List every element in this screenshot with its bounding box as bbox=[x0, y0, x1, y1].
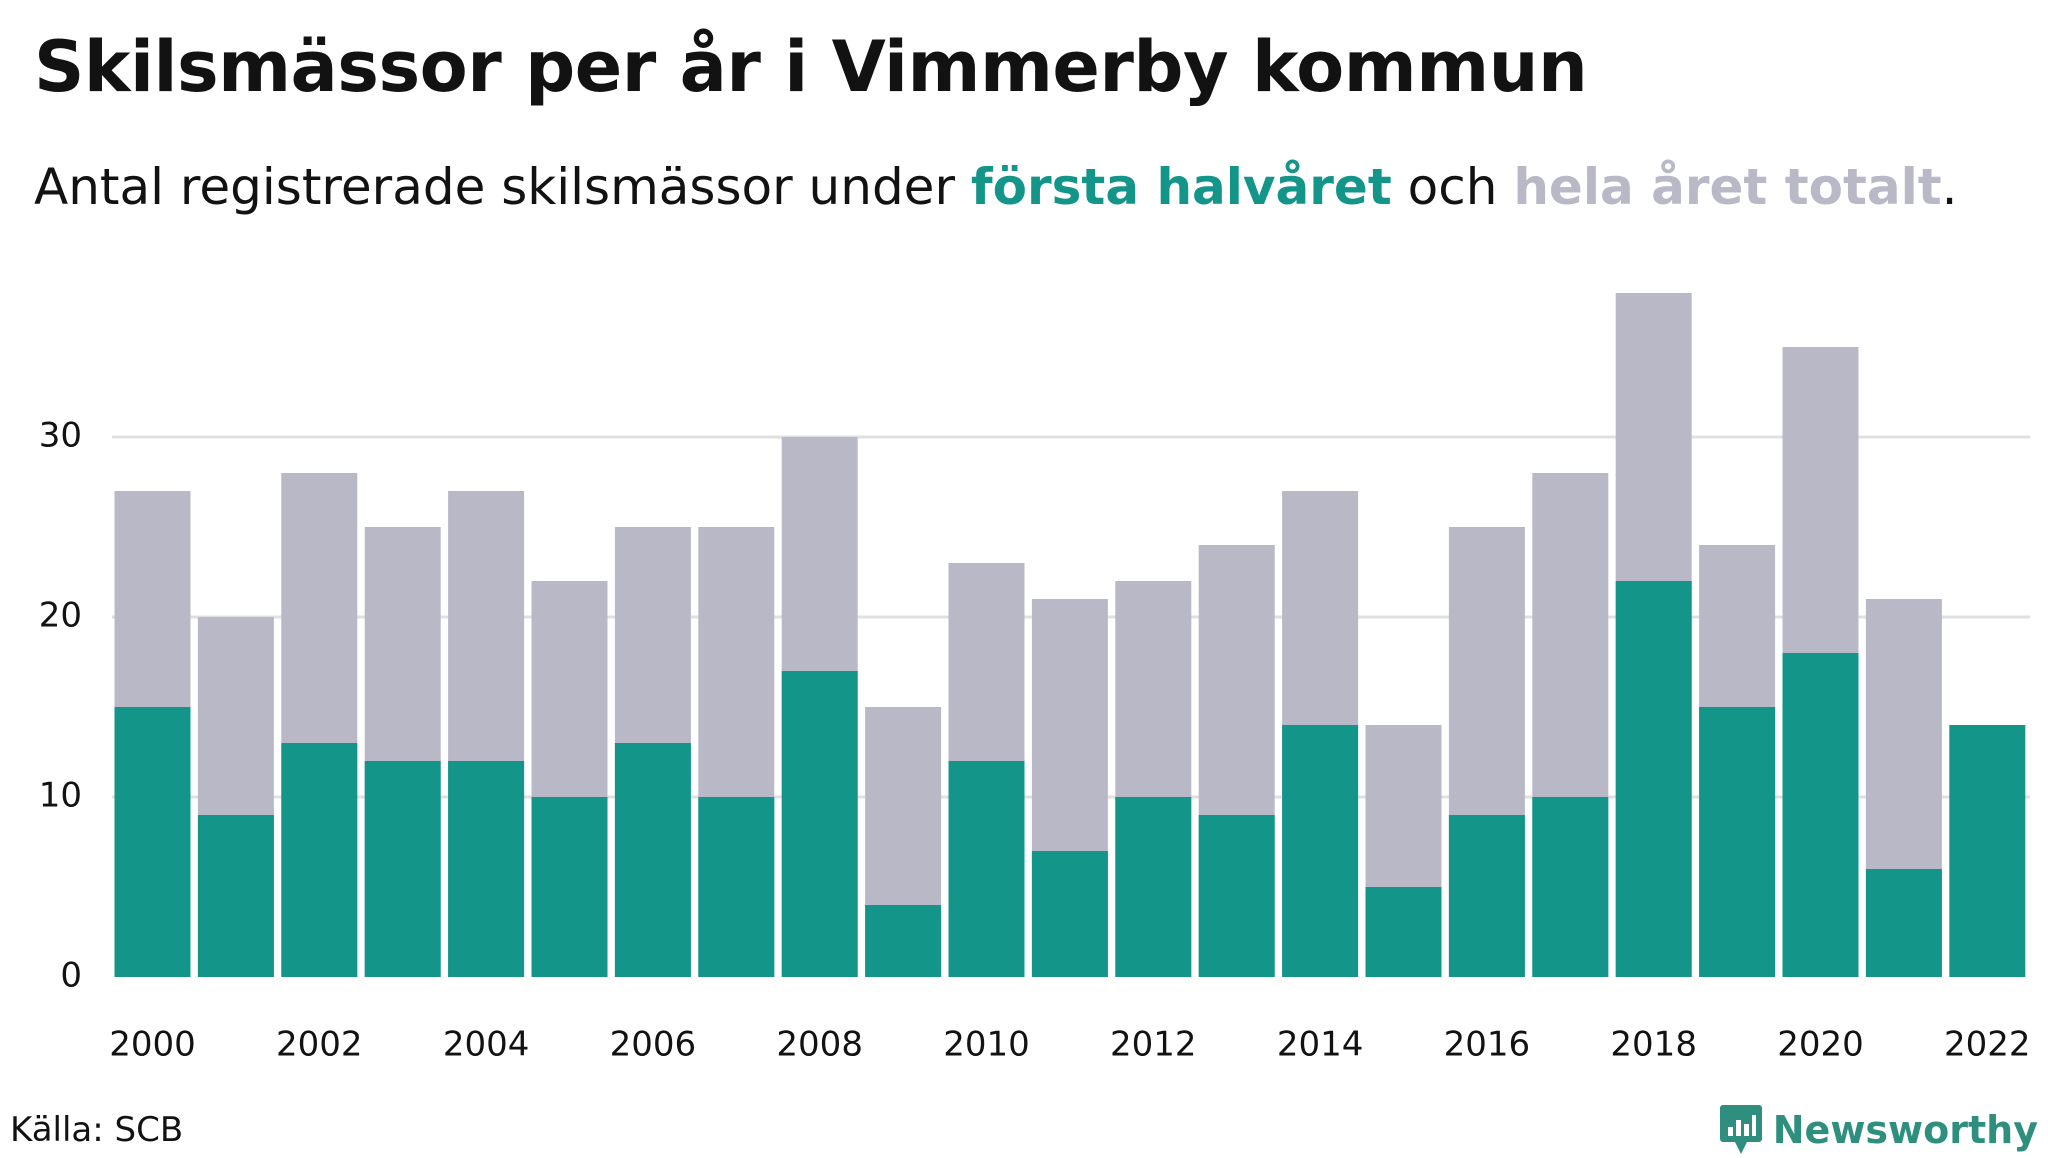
bar-first-half-2008 bbox=[781, 671, 858, 977]
x-tick-label-2018: 2018 bbox=[1610, 1025, 1697, 1065]
x-tick-label-2010: 2010 bbox=[943, 1025, 1030, 1065]
x-tick-label-2020: 2020 bbox=[1777, 1025, 1864, 1065]
x-tick-label-2022: 2022 bbox=[1944, 1025, 2031, 1065]
y-tick-label-20: 20 bbox=[39, 596, 82, 636]
chart-title: Skilsmässor per år i Vimmerby kommun bbox=[34, 26, 1588, 108]
x-tick-label-2014: 2014 bbox=[1277, 1025, 1364, 1065]
x-tick-label-2012: 2012 bbox=[1110, 1025, 1197, 1065]
x-tick-label-2000: 2000 bbox=[109, 1025, 196, 1065]
x-tick-label-2008: 2008 bbox=[776, 1025, 863, 1065]
bar-first-half-2020 bbox=[1782, 653, 1859, 977]
bar-first-half-2018 bbox=[1615, 581, 1692, 977]
bar-first-half-2016 bbox=[1448, 815, 1525, 977]
bar-first-half-2014 bbox=[1282, 725, 1359, 977]
bar-first-half-2007 bbox=[698, 797, 775, 977]
subtitle-suffix: . bbox=[1941, 158, 1958, 216]
bar-first-half-2003 bbox=[364, 761, 441, 977]
bar-first-half-2005 bbox=[531, 797, 608, 977]
x-tick-label-2004: 2004 bbox=[443, 1025, 530, 1065]
bar-first-half-2001 bbox=[197, 815, 274, 977]
y-tick-label-30: 30 bbox=[39, 416, 82, 456]
bar-first-half-2022 bbox=[1949, 725, 2026, 977]
newsworthy-logo-icon bbox=[1719, 1105, 1762, 1154]
x-tick-label-2002: 2002 bbox=[276, 1025, 363, 1065]
bar-first-half-2004 bbox=[448, 761, 525, 977]
bar-first-half-2012 bbox=[1115, 797, 1192, 977]
x-tick-label-2016: 2016 bbox=[1444, 1025, 1531, 1065]
bar-first-half-2006 bbox=[614, 743, 691, 977]
brand-logo-block: Newsworthy bbox=[1719, 1102, 2038, 1158]
y-tick-label-0: 0 bbox=[60, 956, 82, 996]
y-tick-label-10: 10 bbox=[39, 776, 82, 816]
subtitle-mid: och bbox=[1391, 158, 1514, 216]
bar-first-half-2002 bbox=[281, 743, 358, 977]
bar-first-half-2017 bbox=[1532, 797, 1609, 977]
chart-subtitle: Antal registrerade skilsmässor under för… bbox=[34, 154, 1958, 220]
brand-name: Newsworthy bbox=[1772, 1108, 2038, 1152]
subtitle-prefix: Antal registrerade skilsmässor under bbox=[34, 158, 971, 216]
x-tick-label-2006: 2006 bbox=[610, 1025, 697, 1065]
bar-first-half-2013 bbox=[1198, 815, 1275, 977]
bar-first-half-2021 bbox=[1865, 869, 1942, 977]
bar-first-half-2019 bbox=[1699, 707, 1776, 977]
bar-first-half-2000 bbox=[114, 707, 191, 977]
bar-first-half-2009 bbox=[865, 905, 942, 977]
bar-first-half-2011 bbox=[1031, 851, 1108, 977]
bar-first-half-2015 bbox=[1365, 887, 1442, 977]
bar-first-half-2010 bbox=[948, 761, 1025, 977]
source-note: Källa: SCB bbox=[10, 1110, 184, 1150]
legend-full-year: hela året totalt bbox=[1513, 158, 1942, 216]
legend-first-half: första halvåret bbox=[970, 158, 1392, 216]
